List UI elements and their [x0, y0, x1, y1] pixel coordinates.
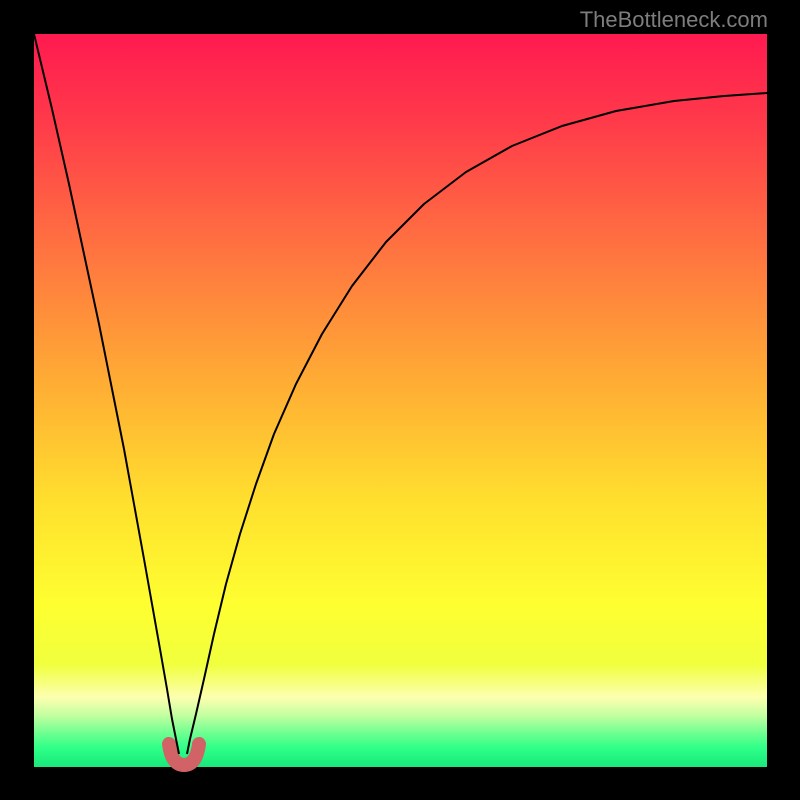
curves-layer [34, 34, 767, 767]
curve-left-branch [34, 34, 179, 754]
watermark-text: TheBottleneck.com [580, 7, 768, 33]
chart-container: TheBottleneck.com [0, 0, 800, 800]
trough-marker [169, 744, 199, 765]
plot-area [34, 34, 767, 767]
curve-right-branch [187, 93, 767, 754]
